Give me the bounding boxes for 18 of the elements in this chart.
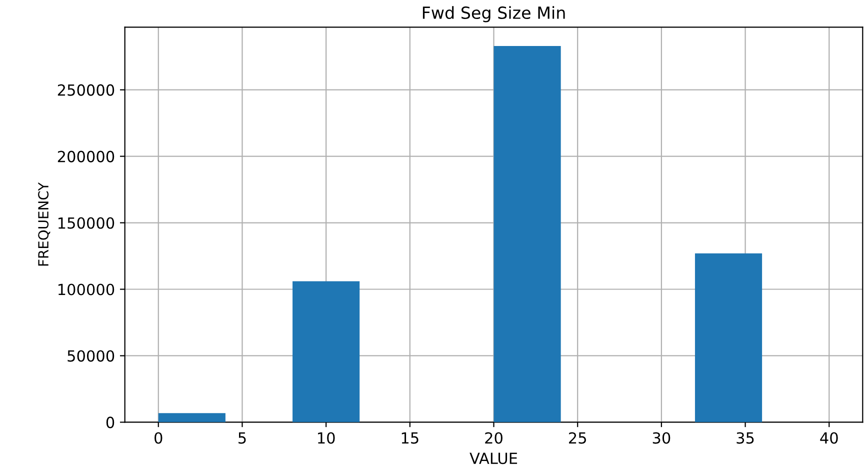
y-tick-label: 0 [106,416,114,428]
x-tick-label: 20 [485,432,502,444]
x-tick-label: 35 [736,432,754,444]
x-tick-label: 40 [820,432,838,444]
x-tick-label: 30 [652,432,670,444]
x-tick-label: 15 [402,432,418,444]
x-tick-label: 25 [569,432,586,444]
x-tick-label: 10 [318,432,335,444]
x-axis-title: VALUE [470,452,518,464]
y-tick-label: 250000 [58,84,114,96]
y-tick-label: 50000 [68,350,114,362]
y-tick-label: 100000 [58,284,114,296]
y-tick-label: 200000 [58,150,114,162]
x-tick-label: 5 [238,432,246,444]
y-axis-title: FREQUENCY [38,182,50,266]
chart-title: Fwd Seg Size Min [422,6,565,22]
y-tick-label: 150000 [58,217,114,229]
x-tick-label: 0 [154,432,162,444]
